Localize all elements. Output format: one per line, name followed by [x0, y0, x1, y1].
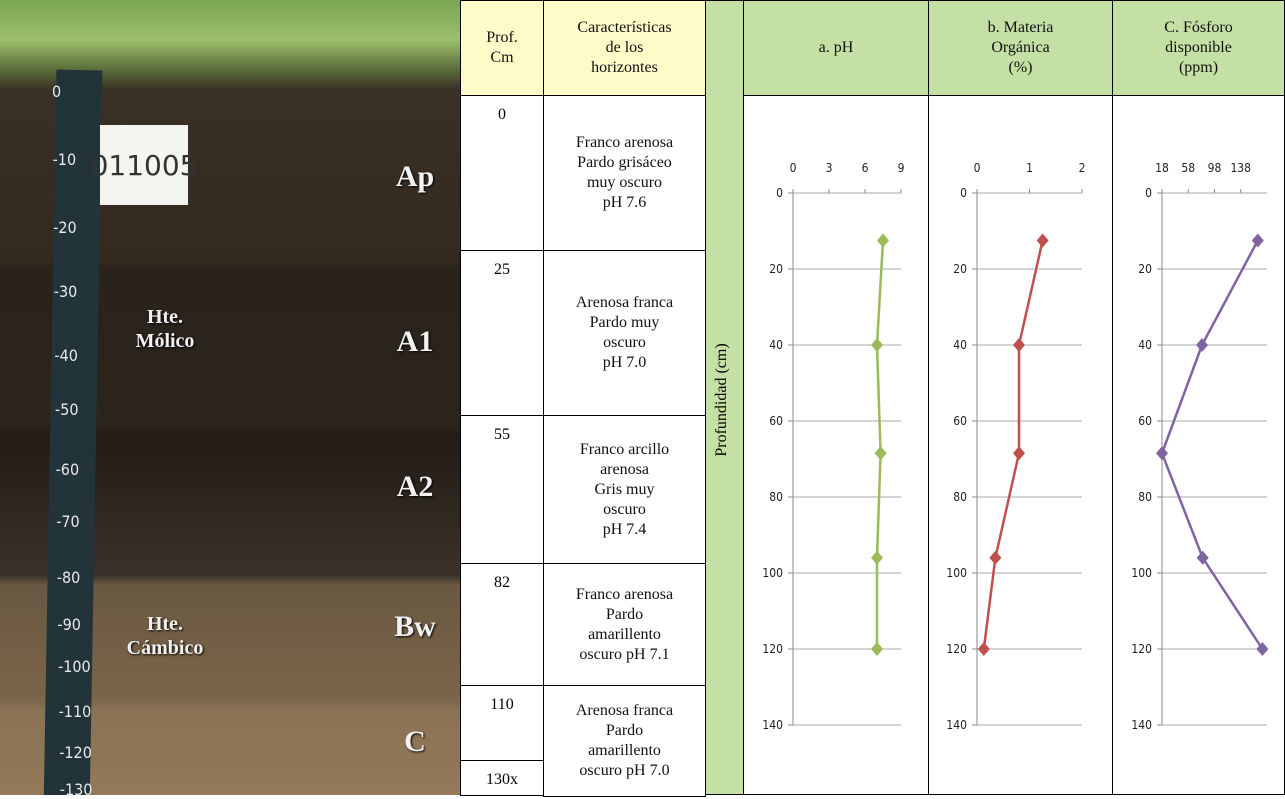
marker [1013, 338, 1025, 352]
y-tick-label: 80 [953, 490, 967, 504]
y-tick-label: 20 [769, 262, 783, 276]
marker [978, 642, 990, 656]
marker [871, 338, 883, 352]
x-tick-label: 58 [1181, 161, 1195, 175]
y-tick-label: 120 [946, 642, 967, 656]
marker [1196, 338, 1208, 352]
y-tick-label: 60 [769, 414, 783, 428]
x-tick-label: 6 [862, 161, 869, 175]
marker [989, 551, 1001, 565]
y-tick-label: 40 [953, 338, 967, 352]
marker [1252, 234, 1264, 248]
x-tick-label: 3 [826, 161, 833, 175]
y-tick-label: 120 [762, 642, 783, 656]
page: {"photo": {"card": "011005", "ruler": ["… [0, 0, 1285, 795]
y-tick-label: 100 [762, 566, 783, 580]
marker [871, 642, 883, 656]
x-tick-label: 18 [1155, 161, 1169, 175]
y-tick-label: 60 [1138, 414, 1152, 428]
y-tick-label: 120 [1131, 642, 1152, 656]
y-tick-label: 140 [762, 718, 783, 732]
marker [1013, 446, 1025, 460]
series-line [984, 241, 1043, 650]
x-tick-label: 1 [1026, 161, 1033, 175]
y-tick-label: 140 [946, 718, 967, 732]
y-tick-label: 80 [769, 490, 783, 504]
y-tick-label: 0 [960, 186, 967, 200]
y-tick-label: 40 [769, 338, 783, 352]
y-tick-label: 140 [1131, 718, 1152, 732]
y-tick-label: 0 [1145, 186, 1152, 200]
x-tick-label: 2 [1079, 161, 1086, 175]
x-tick-label: 0 [974, 161, 981, 175]
y-tick-label: 20 [953, 262, 967, 276]
x-tick-label: 138 [1230, 161, 1251, 175]
y-tick-label: 20 [1138, 262, 1152, 276]
x-tick-label: 98 [1208, 161, 1222, 175]
y-tick-label: 100 [1131, 566, 1152, 580]
y-tick-label: 0 [776, 186, 783, 200]
marker [1037, 234, 1049, 248]
marker [877, 234, 889, 248]
series-line [877, 241, 883, 650]
y-tick-label: 60 [953, 414, 967, 428]
series-line [1162, 241, 1262, 650]
marker [875, 446, 887, 460]
x-tick-label: 0 [790, 161, 797, 175]
y-tick-label: 40 [1138, 338, 1152, 352]
x-tick-label: 9 [898, 161, 905, 175]
charts: 0204060801001201400369020406080100120140… [0, 0, 1285, 795]
y-tick-label: 100 [946, 566, 967, 580]
marker [1156, 446, 1168, 460]
y-tick-label: 80 [1138, 490, 1152, 504]
marker [871, 551, 883, 565]
